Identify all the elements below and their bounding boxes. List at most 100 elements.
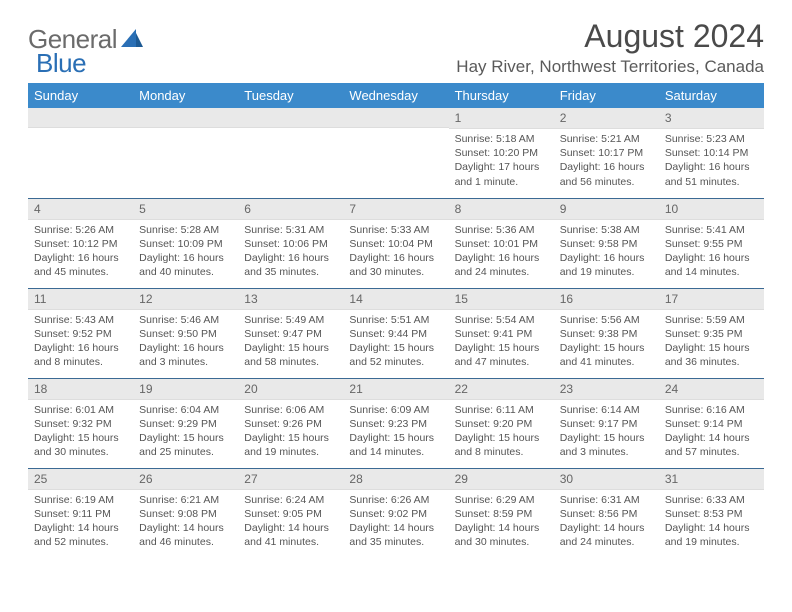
sunrise-line: Sunrise: 6:06 AM: [244, 403, 337, 417]
day-number: 24: [659, 379, 764, 400]
daylight-line: Daylight: 15 hours and 14 minutes.: [349, 431, 442, 459]
calendar-body: 1Sunrise: 5:18 AMSunset: 10:20 PMDayligh…: [28, 108, 764, 558]
weekday-header: Tuesday: [238, 83, 343, 108]
day-content: Sunrise: 5:51 AMSunset: 9:44 PMDaylight:…: [343, 310, 448, 374]
day-content: Sunrise: 6:31 AMSunset: 8:56 PMDaylight:…: [554, 490, 659, 554]
sunset-line: Sunset: 9:26 PM: [244, 417, 337, 431]
daylight-line: Daylight: 17 hours and 1 minute.: [455, 160, 548, 188]
sunrise-line: Sunrise: 6:01 AM: [34, 403, 127, 417]
calendar-day-cell: 19Sunrise: 6:04 AMSunset: 9:29 PMDayligh…: [133, 378, 238, 468]
calendar-week-row: 18Sunrise: 6:01 AMSunset: 9:32 PMDayligh…: [28, 378, 764, 468]
sunrise-line: Sunrise: 6:04 AM: [139, 403, 232, 417]
daylight-line: Daylight: 15 hours and 3 minutes.: [560, 431, 653, 459]
day-content: Sunrise: 6:33 AMSunset: 8:53 PMDaylight:…: [659, 490, 764, 554]
sunset-line: Sunset: 10:09 PM: [139, 237, 232, 251]
sunrise-line: Sunrise: 6:14 AM: [560, 403, 653, 417]
sunrise-line: Sunrise: 5:56 AM: [560, 313, 653, 327]
calendar-day-cell: 22Sunrise: 6:11 AMSunset: 9:20 PMDayligh…: [449, 378, 554, 468]
calendar-day-cell: [133, 108, 238, 198]
day-content: Sunrise: 5:46 AMSunset: 9:50 PMDaylight:…: [133, 310, 238, 374]
sunrise-line: Sunrise: 6:11 AM: [455, 403, 548, 417]
calendar-day-cell: 26Sunrise: 6:21 AMSunset: 9:08 PMDayligh…: [133, 468, 238, 558]
day-number: 27: [238, 469, 343, 490]
sunset-line: Sunset: 8:56 PM: [560, 507, 653, 521]
calendar-day-cell: 12Sunrise: 5:46 AMSunset: 9:50 PMDayligh…: [133, 288, 238, 378]
sunset-line: Sunset: 10:12 PM: [34, 237, 127, 251]
sunrise-line: Sunrise: 5:51 AM: [349, 313, 442, 327]
sunset-line: Sunset: 9:44 PM: [349, 327, 442, 341]
calendar-day-cell: 21Sunrise: 6:09 AMSunset: 9:23 PMDayligh…: [343, 378, 448, 468]
day-number: 4: [28, 199, 133, 220]
calendar-day-cell: 30Sunrise: 6:31 AMSunset: 8:56 PMDayligh…: [554, 468, 659, 558]
daylight-line: Daylight: 14 hours and 35 minutes.: [349, 521, 442, 549]
calendar-day-cell: 28Sunrise: 6:26 AMSunset: 9:02 PMDayligh…: [343, 468, 448, 558]
daylight-line: Daylight: 14 hours and 24 minutes.: [560, 521, 653, 549]
calendar-week-row: 1Sunrise: 5:18 AMSunset: 10:20 PMDayligh…: [28, 108, 764, 198]
calendar-week-row: 11Sunrise: 5:43 AMSunset: 9:52 PMDayligh…: [28, 288, 764, 378]
logo-triangle-icon: [121, 29, 143, 52]
daylight-line: Daylight: 15 hours and 25 minutes.: [139, 431, 232, 459]
day-content: Sunrise: 6:26 AMSunset: 9:02 PMDaylight:…: [343, 490, 448, 554]
day-content: Sunrise: 6:06 AMSunset: 9:26 PMDaylight:…: [238, 400, 343, 464]
sunset-line: Sunset: 10:20 PM: [455, 146, 548, 160]
calendar-day-cell: 11Sunrise: 5:43 AMSunset: 9:52 PMDayligh…: [28, 288, 133, 378]
sunset-line: Sunset: 9:47 PM: [244, 327, 337, 341]
day-number: 7: [343, 199, 448, 220]
calendar-day-cell: 20Sunrise: 6:06 AMSunset: 9:26 PMDayligh…: [238, 378, 343, 468]
calendar-day-cell: 3Sunrise: 5:23 AMSunset: 10:14 PMDayligh…: [659, 108, 764, 198]
day-content: Sunrise: 5:43 AMSunset: 9:52 PMDaylight:…: [28, 310, 133, 374]
day-content: Sunrise: 6:24 AMSunset: 9:05 PMDaylight:…: [238, 490, 343, 554]
calendar-day-cell: [238, 108, 343, 198]
sunset-line: Sunset: 9:38 PM: [560, 327, 653, 341]
sunrise-line: Sunrise: 5:49 AM: [244, 313, 337, 327]
daylight-line: Daylight: 16 hours and 45 minutes.: [34, 251, 127, 279]
daylight-line: Daylight: 15 hours and 36 minutes.: [665, 341, 758, 369]
sunrise-line: Sunrise: 5:43 AM: [34, 313, 127, 327]
sunrise-line: Sunrise: 5:21 AM: [560, 132, 653, 146]
day-number: 18: [28, 379, 133, 400]
sunrise-line: Sunrise: 5:46 AM: [139, 313, 232, 327]
day-number: 22: [449, 379, 554, 400]
weekday-header: Monday: [133, 83, 238, 108]
day-content: Sunrise: 5:23 AMSunset: 10:14 PMDaylight…: [659, 129, 764, 193]
daylight-line: Daylight: 16 hours and 14 minutes.: [665, 251, 758, 279]
daylight-line: Daylight: 16 hours and 24 minutes.: [455, 251, 548, 279]
day-content: Sunrise: 5:49 AMSunset: 9:47 PMDaylight:…: [238, 310, 343, 374]
sunset-line: Sunset: 9:55 PM: [665, 237, 758, 251]
day-number: 16: [554, 289, 659, 310]
day-content: Sunrise: 6:09 AMSunset: 9:23 PMDaylight:…: [343, 400, 448, 464]
daylight-line: Daylight: 16 hours and 3 minutes.: [139, 341, 232, 369]
day-number: 26: [133, 469, 238, 490]
daylight-line: Daylight: 14 hours and 19 minutes.: [665, 521, 758, 549]
day-content: Sunrise: 6:19 AMSunset: 9:11 PMDaylight:…: [28, 490, 133, 554]
day-content: Sunrise: 5:56 AMSunset: 9:38 PMDaylight:…: [554, 310, 659, 374]
location: Hay River, Northwest Territories, Canada: [456, 57, 764, 77]
calendar-day-cell: [28, 108, 133, 198]
day-number: 21: [343, 379, 448, 400]
daylight-line: Daylight: 15 hours and 19 minutes.: [244, 431, 337, 459]
day-content: Sunrise: 5:21 AMSunset: 10:17 PMDaylight…: [554, 129, 659, 193]
day-content: Sunrise: 6:29 AMSunset: 8:59 PMDaylight:…: [449, 490, 554, 554]
calendar-day-cell: 10Sunrise: 5:41 AMSunset: 9:55 PMDayligh…: [659, 198, 764, 288]
calendar-day-cell: 6Sunrise: 5:31 AMSunset: 10:06 PMDayligh…: [238, 198, 343, 288]
sunrise-line: Sunrise: 5:23 AM: [665, 132, 758, 146]
calendar-day-cell: 16Sunrise: 5:56 AMSunset: 9:38 PMDayligh…: [554, 288, 659, 378]
day-content: Sunrise: 6:01 AMSunset: 9:32 PMDaylight:…: [28, 400, 133, 464]
calendar-day-cell: 18Sunrise: 6:01 AMSunset: 9:32 PMDayligh…: [28, 378, 133, 468]
sunrise-line: Sunrise: 5:18 AM: [455, 132, 548, 146]
sunset-line: Sunset: 10:17 PM: [560, 146, 653, 160]
sunset-line: Sunset: 9:17 PM: [560, 417, 653, 431]
sunrise-line: Sunrise: 5:26 AM: [34, 223, 127, 237]
daylight-line: Daylight: 15 hours and 52 minutes.: [349, 341, 442, 369]
daylight-line: Daylight: 16 hours and 40 minutes.: [139, 251, 232, 279]
day-content: Sunrise: 5:36 AMSunset: 10:01 PMDaylight…: [449, 220, 554, 284]
day-content: Sunrise: 5:41 AMSunset: 9:55 PMDaylight:…: [659, 220, 764, 284]
sunset-line: Sunset: 9:02 PM: [349, 507, 442, 521]
sunset-line: Sunset: 9:08 PM: [139, 507, 232, 521]
day-number: 29: [449, 469, 554, 490]
day-number: 25: [28, 469, 133, 490]
day-number: 12: [133, 289, 238, 310]
day-number: [28, 108, 133, 128]
day-number: [343, 108, 448, 128]
day-content: Sunrise: 5:18 AMSunset: 10:20 PMDaylight…: [449, 129, 554, 193]
